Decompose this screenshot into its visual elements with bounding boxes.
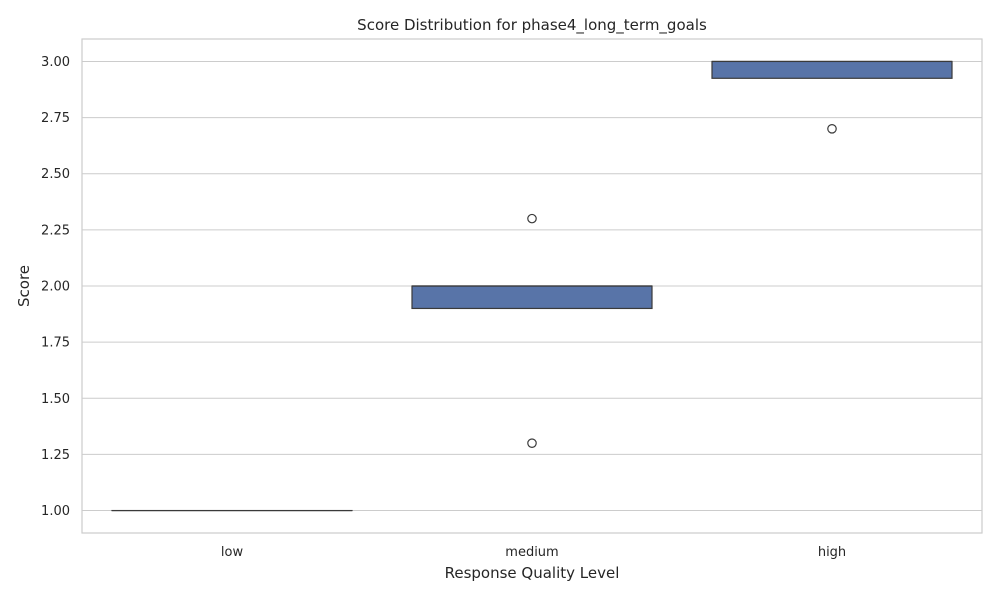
x-tick-label: low — [221, 545, 244, 560]
y-tick-label: 2.50 — [41, 167, 70, 182]
y-tick-label: 2.00 — [41, 280, 70, 295]
plot-frame — [81, 38, 983, 534]
outlier-point — [527, 438, 537, 448]
y-axis-label: Score — [15, 265, 33, 307]
y-tick-label: 1.75 — [41, 336, 70, 351]
y-tick-label: 2.25 — [41, 223, 70, 238]
y-tick-label: 1.50 — [41, 392, 70, 407]
outlier-point — [527, 213, 537, 224]
x-tick-label: medium — [505, 545, 558, 560]
outlier-point — [827, 124, 837, 134]
box-series — [111, 60, 953, 512]
box-medium — [411, 213, 653, 448]
x-tick-label: high — [818, 545, 846, 560]
y-tick-label: 1.25 — [41, 448, 70, 463]
x-axis-label: Response Quality Level — [445, 564, 620, 582]
box-body — [411, 285, 653, 310]
y-axis-ticks: 1.00 1.25 1.50 1.75 2.00 2.25 2.50 2.75 3.00 — [41, 55, 70, 519]
chart-title: Score Distribution for phase4_long_term_… — [357, 16, 707, 35]
box-body — [711, 60, 953, 79]
y-tick-label: 2.75 — [41, 111, 70, 126]
box-high — [711, 60, 953, 134]
x-axis-ticks: low medium high — [221, 545, 846, 560]
y-tick-label: 3.00 — [41, 55, 70, 70]
y-tick-label: 1.00 — [41, 504, 70, 519]
